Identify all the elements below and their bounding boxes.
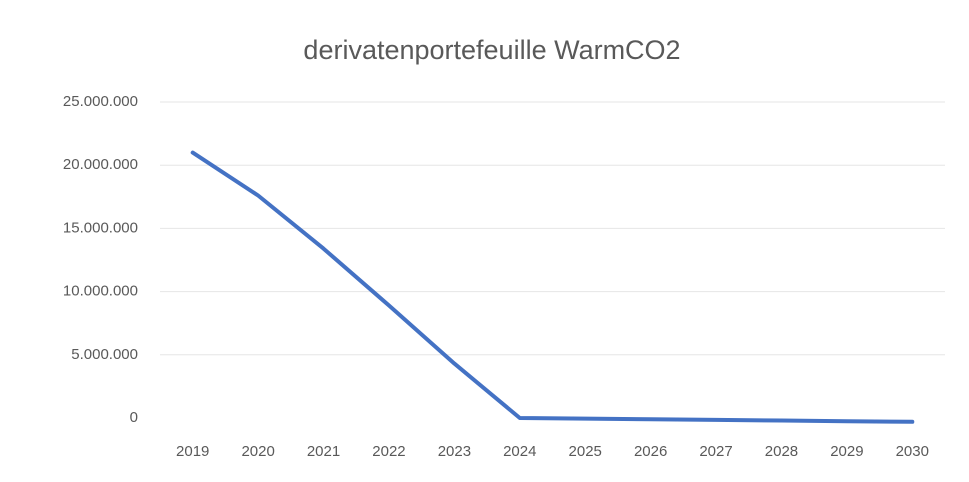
y-tick-label: 0	[130, 409, 138, 426]
x-tick-label: 2020	[241, 443, 274, 460]
x-tick-label: 2023	[438, 443, 471, 460]
x-tick-label: 2022	[372, 443, 405, 460]
x-tick-label: 2029	[830, 443, 863, 460]
y-tick-label: 15.000.000	[63, 219, 138, 236]
chart-title: derivatenportefeuille WarmCO2	[303, 35, 680, 65]
y-tick-label: 20.000.000	[63, 156, 138, 173]
data-line	[190, 150, 915, 424]
x-tick-label: 2019	[176, 443, 209, 460]
x-tick-label: 2027	[699, 443, 732, 460]
y-tick-label: 5.000.000	[71, 346, 138, 363]
x-tick-label: 2025	[569, 443, 602, 460]
x-tick-label: 2030	[896, 443, 929, 460]
y-tick-label: 10.000.000	[63, 283, 138, 300]
x-tick-label: 2021	[307, 443, 340, 460]
x-tick-label: 2028	[765, 443, 798, 460]
x-tick-label: 2026	[634, 443, 667, 460]
y-tick-label: 25.000.000	[63, 93, 138, 110]
x-tick-label: 2024	[503, 443, 536, 460]
